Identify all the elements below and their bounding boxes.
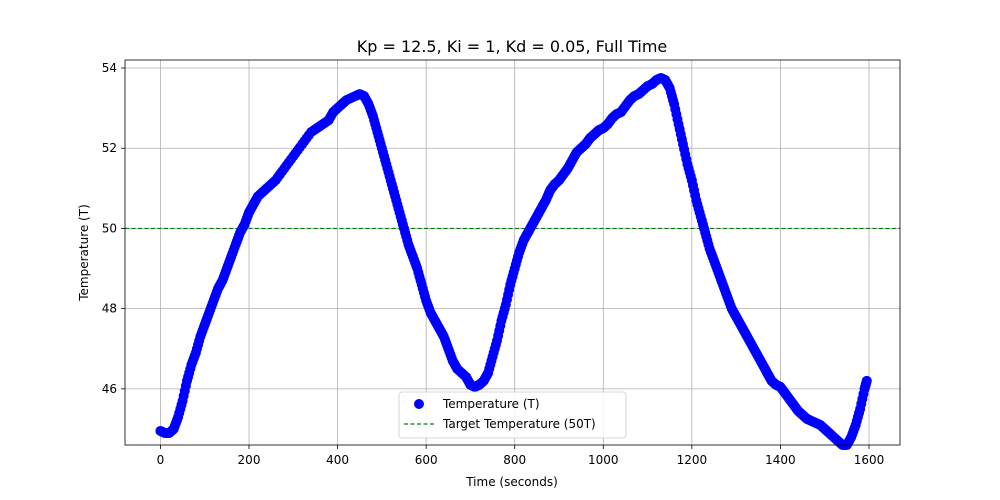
x-tick-label: 1200 xyxy=(677,453,708,467)
y-tick-label: 46 xyxy=(102,382,117,396)
legend-label-target: Target Temperature (50T) xyxy=(442,417,596,431)
y-tick-label: 50 xyxy=(102,221,117,235)
chart-title: Kp = 12.5, Ki = 1, Kd = 0.05, Full Time xyxy=(357,37,668,56)
axis-ticks: 0 200 400 600 800 1000 1200 1400 1600 46 48 50 52 54 xyxy=(102,61,885,467)
temperature-point xyxy=(861,375,872,386)
x-tick-label: 1600 xyxy=(854,453,885,467)
legend-box xyxy=(398,391,627,439)
x-tick-label: 800 xyxy=(503,453,526,467)
legend-label-temperature: Temperature (T) xyxy=(442,397,540,411)
x-tick-label: 1000 xyxy=(588,453,619,467)
y-axis-label: Temperature (T) xyxy=(77,204,91,302)
grid xyxy=(125,60,900,445)
x-tick-label: 0 xyxy=(157,453,165,467)
temperature-points xyxy=(155,73,872,450)
y-tick-label: 48 xyxy=(102,302,117,316)
x-tick-label: 1400 xyxy=(765,453,796,467)
legend: Temperature (T) Target Temperature (50T) xyxy=(398,391,627,439)
y-tick-label: 54 xyxy=(102,61,117,75)
x-tick-label: 400 xyxy=(326,453,349,467)
legend-marker-temperature xyxy=(414,399,424,409)
y-tick-label: 52 xyxy=(102,141,117,155)
x-tick-label: 600 xyxy=(415,453,438,467)
x-axis-label: Time (seconds) xyxy=(465,475,558,489)
x-tick-label: 200 xyxy=(238,453,261,467)
plot-frame xyxy=(124,59,901,446)
